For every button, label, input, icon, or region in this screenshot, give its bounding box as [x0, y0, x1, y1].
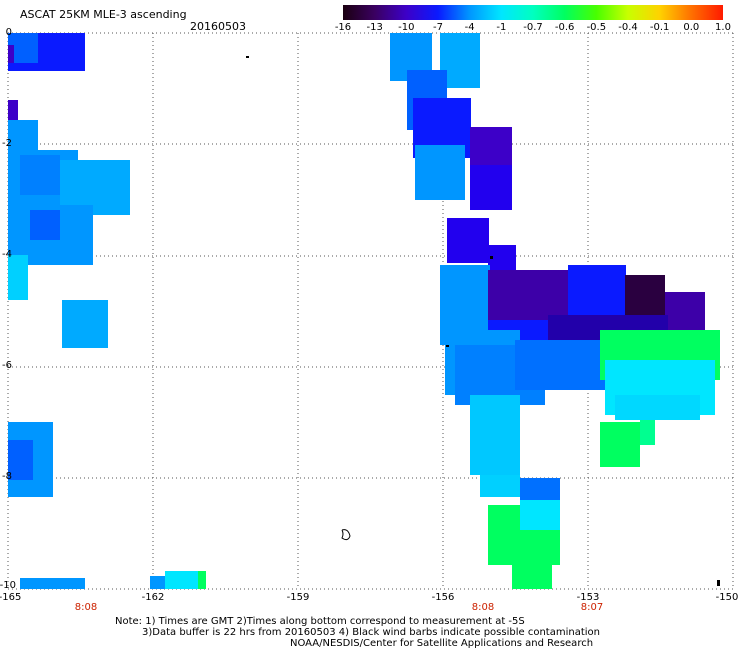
map-title: ASCAT 25KM MLE-3 ascending — [20, 8, 187, 21]
y-tick-4: -8 — [2, 471, 12, 482]
swath-cell — [625, 275, 665, 315]
wind-barb-marks — [246, 56, 720, 586]
x-tick-5: -150 — [715, 592, 739, 603]
y-tick-3: -6 — [2, 360, 12, 371]
colorbar — [343, 5, 723, 20]
swath-cell — [640, 420, 655, 445]
swath-cell — [488, 505, 520, 565]
swath-cell — [470, 127, 512, 167]
x-tick-4: -153 — [576, 592, 600, 603]
swath-cell — [600, 422, 640, 467]
y-tick-1: -2 — [2, 138, 12, 149]
swath-cell — [20, 155, 60, 195]
coast-outline — [341, 529, 351, 541]
swath-cell — [520, 530, 560, 565]
y-tick-2: -4 — [2, 249, 12, 260]
swath-cell — [8, 255, 28, 300]
swath-cell — [470, 395, 520, 475]
swath-cell — [8, 100, 18, 125]
swath-cell — [150, 576, 165, 589]
swath-cell — [665, 292, 705, 332]
barb-mark — [717, 580, 720, 586]
y-tick-0: 0 — [5, 27, 12, 38]
barb-mark — [490, 256, 493, 259]
colorbar-label: 0.0 — [683, 22, 700, 33]
barb-mark — [446, 345, 449, 347]
x-tick-2: -159 — [286, 592, 310, 603]
colorbar-label: -0.7 — [523, 22, 543, 33]
swath-cell — [62, 300, 108, 348]
colorbar-label: -0.4 — [618, 22, 638, 33]
colorbar-label: -4 — [464, 22, 475, 33]
note-line-1: Note: 1) Times are GMT 2)Times along bot… — [115, 616, 525, 627]
wind-swath-left — [8, 33, 206, 589]
colorbar-gradient — [343, 5, 723, 20]
colorbar-label: -7 — [433, 22, 443, 33]
map-date: 20160503 — [190, 20, 246, 33]
swath-cell — [8, 440, 33, 480]
colorbar-label: 1.0 — [715, 22, 731, 33]
x-tick-3: -156 — [431, 592, 455, 603]
note-line-3: NOAA/NESDIS/Center for Satellite Applica… — [290, 638, 594, 649]
swath-cell — [520, 500, 560, 535]
swath-cell — [520, 478, 560, 500]
colorbar-label: -1 — [496, 22, 507, 33]
swath-cell — [165, 571, 198, 589]
swath-cell — [615, 395, 700, 420]
swath-cell — [415, 145, 465, 200]
time-label-2: 8:07 — [580, 602, 604, 613]
colorbar-label: -0.6 — [554, 22, 575, 33]
swath-cell — [30, 210, 60, 240]
time-label-1: 8:08 — [471, 602, 495, 613]
barb-mark — [246, 56, 249, 58]
time-label-0: 8:08 — [74, 602, 98, 613]
swath-cell — [198, 571, 206, 589]
wind-swath-right — [390, 33, 720, 589]
colorbar-label: -0.1 — [649, 22, 670, 33]
swath-cell — [480, 475, 520, 497]
y-tick-5: -10 — [0, 580, 16, 591]
colorbar-label: -16 — [334, 22, 352, 33]
swath-cell — [512, 565, 552, 589]
note-line-2: 3)Data buffer is 22 hrs from 20160503 4)… — [142, 627, 600, 638]
swath-cell — [470, 165, 512, 210]
swath-cell — [515, 340, 605, 390]
swath-cell — [8, 45, 14, 63]
colorbar-label: -0.5 — [586, 22, 607, 33]
colorbar-label: -13 — [366, 22, 383, 33]
swath-cell — [447, 218, 489, 263]
colorbar-label: -10 — [398, 22, 415, 33]
x-tick-1: -162 — [141, 592, 165, 603]
x-tick-0: -165 — [0, 592, 22, 603]
swath-cell — [20, 578, 85, 589]
